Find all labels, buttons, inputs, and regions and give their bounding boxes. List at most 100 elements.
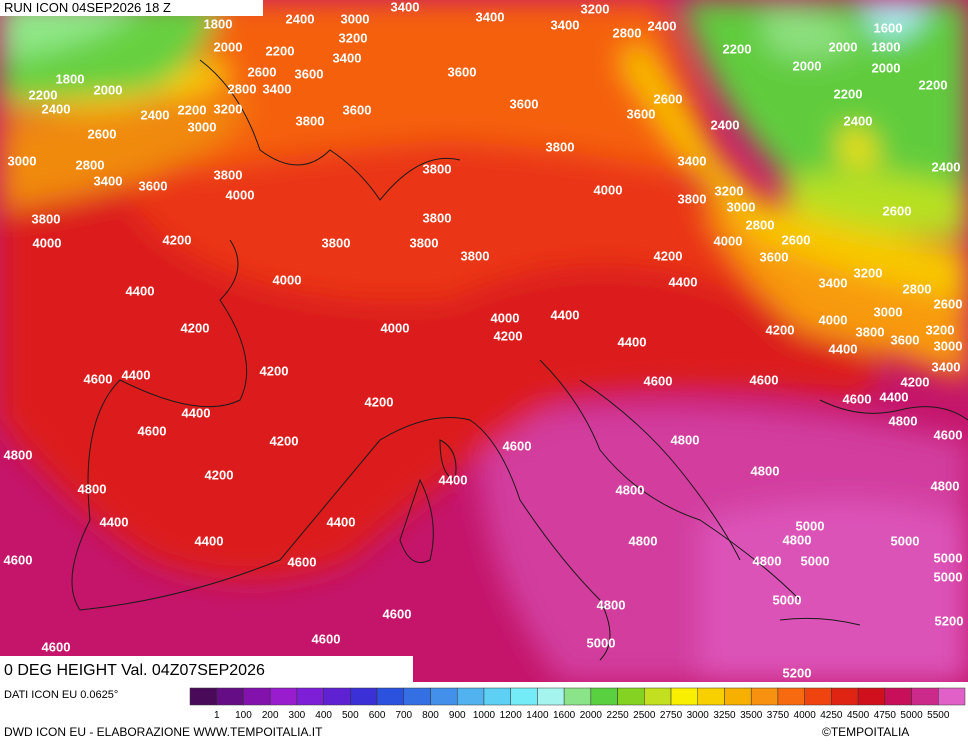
contour-label: 3600 [760,249,789,264]
contour-label: 2000 [214,39,243,54]
contour-label: 4000 [714,233,743,248]
contour-label: 4000 [33,235,62,250]
contour-label: 3800 [546,139,575,154]
contour-label: 4400 [182,405,211,420]
contour-label: 4000 [381,320,410,335]
colorbar-label: 600 [369,710,386,721]
colorbar-swatch [563,687,592,706]
contour-label: 3400 [94,173,123,188]
contour-label: 3400 [333,50,362,65]
colorbar-label: 4500 [847,710,870,721]
contour-label: 3600 [295,66,324,81]
contour-label: 2600 [88,126,117,141]
map-title: 0 DEG HEIGHT Val. 04Z07SEP2026 [4,662,265,679]
contour-label: 4400 [669,274,698,289]
colorbar-label: 300 [289,710,306,721]
contour-label: 3600 [627,106,656,121]
contour-label: 2400 [844,113,873,128]
colorbar-swatch [537,687,565,706]
contour-label: 3200 [214,101,243,116]
contour-label: 2200 [919,77,948,92]
colorbar-label: 1600 [553,710,576,721]
colorbar-swatch [376,687,405,706]
colorbar-swatch [724,687,752,706]
colorbar-label: 5000 [900,710,923,721]
colorbar-swatch [243,687,271,706]
contour-label: 2200 [723,41,752,56]
contour-label: 4600 [383,606,412,621]
colorbar-swatch [323,687,351,706]
colorbar-label: 3750 [767,710,790,721]
contour-label: 2800 [228,81,257,96]
colorbar-swatch [269,687,298,706]
contour-label: 4200 [901,374,930,389]
contour-label: 2600 [654,91,683,106]
copyright: ©TEMPOITALIA [822,725,909,739]
colorbar-swatch [617,687,645,706]
colorbar-swatch [804,687,832,706]
contour-label: 3600 [891,332,920,347]
contour-label: 4400 [100,514,129,529]
contour-label: 1800 [204,16,233,31]
colorbar-label: 100 [235,710,252,721]
contour-label: 2400 [932,159,961,174]
contour-label: 3800 [856,324,885,339]
colorbar-swatch [189,687,217,706]
contour-label: 4200 [205,467,234,482]
colorbar-swatch [483,687,511,706]
contour-label: 4400 [829,341,858,356]
contour-label: 3200 [854,265,883,280]
contour-label: 4800 [751,463,780,478]
contour-label: 5000 [796,518,825,533]
contour-label: 2800 [613,25,642,40]
contour-label: 3800 [32,211,61,226]
contour-label: 3800 [423,161,452,176]
colorbar-label: 400 [315,710,332,721]
contour-label: 2400 [648,18,677,33]
contour-label: 4400 [327,514,356,529]
colorbar-label: 2000 [580,710,603,721]
contour-label: 5000 [934,550,963,565]
contour-label: 3000 [727,199,756,214]
contour-label: 4400 [195,533,224,548]
contour-label: 4600 [288,554,317,569]
contour-label: 4600 [503,438,532,453]
contour-label: 2200 [178,102,207,117]
contour-label: 5000 [801,553,830,568]
contour-label: 5200 [935,613,964,628]
contour-label: 2600 [782,232,811,247]
contour-label: 4600 [644,373,673,388]
colorbar-label: 2250 [606,710,629,721]
contour-label: 2000 [829,39,858,54]
contour-label: 3800 [322,235,351,250]
data-source: DATI ICON EU 0.0625° [4,689,118,701]
contour-label: 2600 [934,296,963,311]
contour-label: 4200 [163,232,192,247]
colorbar-swatch [857,687,886,706]
contour-label: 2200 [834,86,863,101]
contour-label: 5000 [891,533,920,548]
contour-label: 4400 [618,334,647,349]
contour-label: 2800 [76,157,105,172]
contour-label: 4800 [931,478,960,493]
contour-label: 4200 [181,320,210,335]
contour-label: 3200 [581,1,610,16]
contour-label: 4200 [766,322,795,337]
colorbar-label: 2750 [660,710,683,721]
contour-label: 4200 [270,433,299,448]
colorbar-swatch [777,687,805,706]
contour-label: 4400 [122,367,151,382]
contour-label: 2400 [42,101,71,116]
contour-label: 1600 [874,20,903,35]
contour-label: 3400 [551,17,580,32]
colorbar-swatch [670,687,699,706]
contour-label: 2400 [286,11,315,26]
contour-label: 3000 [341,11,370,26]
colorbar-swatch [350,687,378,706]
colorbar-swatch [697,687,725,706]
contour-label: 4800 [78,481,107,496]
colorbar-swatch [831,687,859,706]
contour-label: 4400 [439,472,468,487]
